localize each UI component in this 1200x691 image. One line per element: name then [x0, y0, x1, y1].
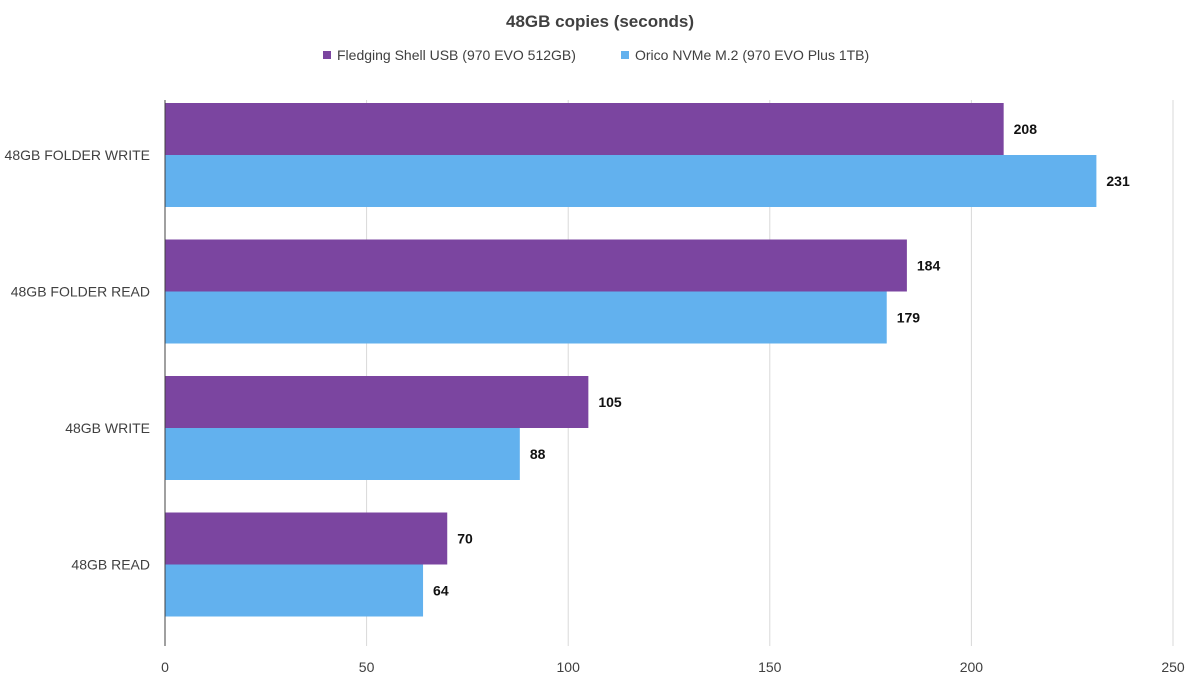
legend-swatch-series-2	[621, 51, 629, 59]
bar-value-label: 231	[1106, 173, 1130, 189]
bar-value-label: 64	[433, 583, 449, 599]
legend: Fledging Shell USB (970 EVO 512GB) Orico…	[323, 47, 869, 63]
x-tick-label: 250	[1161, 659, 1185, 675]
bar	[165, 155, 1097, 207]
category-labels: 48GB FOLDER WRITE 48GB FOLDER READ 48GB WR…	[5, 147, 150, 573]
bar	[165, 239, 907, 292]
category-label: 48GB FOLDER READ	[11, 284, 150, 300]
category-label: 48GB READ	[71, 557, 150, 573]
bars	[165, 103, 1097, 617]
bar	[165, 428, 520, 480]
category-label: 48GB FOLDER WRITE	[5, 147, 150, 163]
data-labels: 208 231 184 179 105 88 70 64	[433, 121, 1130, 599]
legend-label-series-1: Fledging Shell USB (970 EVO 512GB)	[337, 47, 576, 63]
bar-value-label: 70	[457, 531, 473, 547]
x-tick-label: 200	[960, 659, 984, 675]
bar-value-label: 88	[530, 446, 546, 462]
bar	[165, 103, 1004, 155]
legend-label-series-2: Orico NVMe M.2 (970 EVO Plus 1TB)	[635, 47, 869, 63]
bar-value-label: 179	[897, 310, 921, 326]
bar	[165, 291, 887, 344]
x-tick-label: 0	[161, 659, 169, 675]
chart-title: 48GB copies (seconds)	[506, 12, 694, 31]
x-tick-label: 150	[758, 659, 782, 675]
category-label: 48GB WRITE	[65, 420, 150, 436]
bar-value-label: 184	[917, 258, 941, 274]
bar	[165, 564, 424, 617]
legend-swatch-series-1	[323, 51, 331, 59]
bar	[165, 512, 448, 565]
bar-value-label: 208	[1014, 121, 1038, 137]
x-tick-label: 100	[557, 659, 581, 675]
x-tick-label: 50	[359, 659, 375, 675]
x-tick-labels: 0 50 100 150 200 250	[161, 659, 1185, 675]
bar-value-label: 105	[598, 394, 622, 410]
bar	[165, 376, 589, 428]
